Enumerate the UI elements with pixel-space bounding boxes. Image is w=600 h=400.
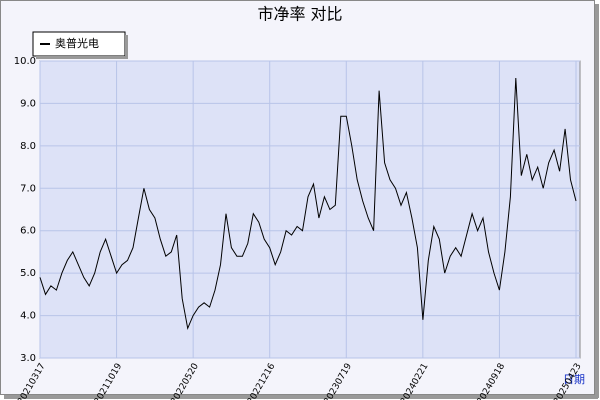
shadow xyxy=(36,56,128,59)
legend-label: 奥普光电 xyxy=(55,36,99,50)
shadow xyxy=(4,395,598,399)
y-tick-label: 5.0 xyxy=(20,268,36,279)
y-tick-label: 7.0 xyxy=(20,183,36,194)
y-tick-label: 4.0 xyxy=(20,311,36,322)
y-tick-label: 10.0 xyxy=(14,56,36,67)
line xyxy=(39,77,577,331)
chart-title: 市净率 对比 xyxy=(257,5,342,24)
y-tick-label: 9.0 xyxy=(20,98,36,109)
shadow xyxy=(125,35,128,59)
x-axis-label: 日期 xyxy=(563,373,585,386)
y-tick-label: 6.0 xyxy=(20,226,36,237)
shadow xyxy=(595,4,599,398)
y-tick-label: 3.0 xyxy=(20,353,36,364)
plot-area xyxy=(39,60,581,359)
y-tick-label: 8.0 xyxy=(20,141,36,152)
